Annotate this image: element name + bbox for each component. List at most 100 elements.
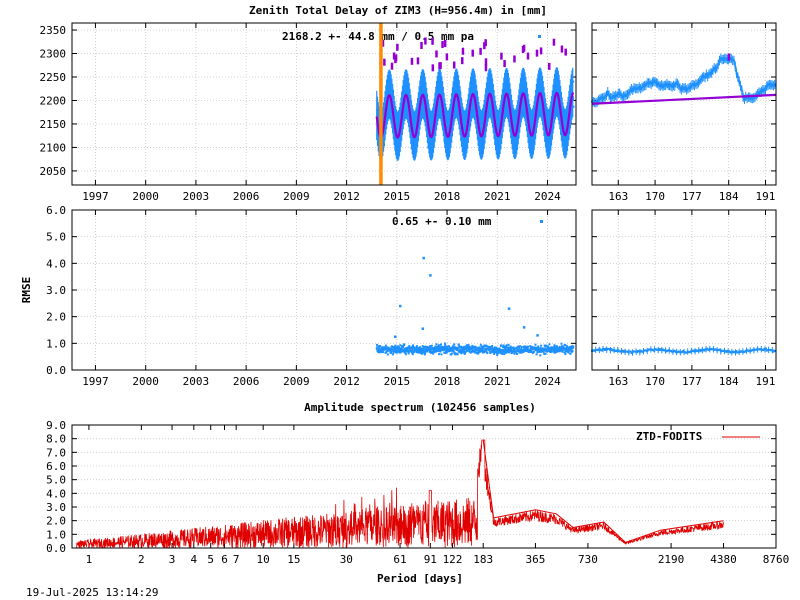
rmse-data-point (548, 343, 551, 346)
rmse-data-point (436, 350, 439, 353)
rmse-data-point (481, 347, 484, 350)
spectrum-ytick-label: 5.0 (46, 474, 66, 487)
rmse-data-point (503, 351, 506, 354)
rmse-data-point (399, 349, 402, 352)
rmse-data-point (483, 345, 486, 348)
rmse-data-point (438, 348, 441, 351)
ztd-outlier-mark (445, 53, 449, 61)
ztd-recent-xtick-label: 170 (645, 190, 665, 203)
rmse-data-point (519, 345, 522, 348)
rmse-data-point (565, 347, 568, 350)
rmse-data-point (391, 353, 394, 356)
rmse-data-point (484, 350, 487, 353)
rmse-data-point (563, 351, 566, 354)
rmse-data-point (563, 347, 566, 350)
rmse-data-point (536, 351, 539, 354)
rmse-data-point (401, 346, 404, 349)
rmse-data-point (390, 351, 393, 354)
ztd-outlier-mark (484, 64, 488, 72)
rmse-data-point (431, 348, 434, 351)
ztd-recent-data-point (700, 77, 703, 80)
ztd-recent-data-point (704, 75, 707, 78)
spectrum-ytick-label: 6.0 (46, 460, 66, 473)
rmse-data-point (489, 352, 492, 355)
rmse-data-point (433, 347, 436, 350)
rmse-data-point (538, 349, 541, 352)
rmse-data-point (456, 353, 459, 356)
rmse-data-point (411, 353, 414, 356)
ztd-ytick-label: 2100 (40, 141, 67, 154)
rmse-data-point (452, 346, 455, 349)
rmse-data-point (497, 347, 500, 350)
ztd-recent-data-point (728, 60, 731, 63)
rmse-data-point (475, 346, 478, 349)
rmse-data-point (414, 348, 417, 351)
rmse-data-point (429, 348, 432, 351)
ztd-xtick-label: 2009 (283, 190, 310, 203)
rmse-data-point (389, 349, 392, 352)
spectrum-plot-frame (71, 424, 777, 549)
spectrum-xtick-label: 1 (86, 553, 93, 566)
rmse-outlier-point (429, 274, 432, 277)
ztd-ytick-label: 2150 (40, 118, 67, 131)
ztd-outlier-mark (441, 40, 444, 48)
rmse-data-point (471, 348, 474, 351)
ztd-recent-data-point (697, 81, 700, 84)
ztd-outlier-mark (483, 42, 486, 50)
rmse-data-point (564, 353, 567, 356)
rmse-data-point (553, 350, 556, 353)
rmse-data-point (491, 351, 494, 354)
rmse-data-point (381, 346, 384, 349)
ztd-xtick-label: 2024 (534, 190, 561, 203)
rmse-data-point (392, 347, 395, 350)
rmse-data-point (401, 345, 404, 348)
rmse-recent-xtick-label: 191 (756, 375, 776, 388)
rmse-data-point (533, 346, 536, 349)
rmse-data-point (410, 351, 413, 354)
rmse-data-point (522, 349, 525, 352)
rmse-data-point (539, 350, 542, 353)
rmse-data-point (429, 346, 432, 349)
spectrum-long-period-line (482, 439, 724, 544)
rmse-data-point (485, 345, 488, 348)
rmse-data-point (532, 351, 535, 354)
rmse-data-point (381, 349, 384, 352)
rmse-data-point (467, 345, 470, 348)
rmse-data-point (572, 345, 575, 348)
spectrum-xlabel: Period [days] (377, 572, 463, 585)
ztd-xtick-label: 1997 (82, 190, 109, 203)
rmse-data-point (443, 342, 446, 345)
rmse-data-point (534, 349, 537, 352)
rmse-data-point (554, 346, 557, 349)
rmse-data-point (516, 353, 519, 356)
rmse-data-point (425, 348, 428, 351)
rmse-data-point (412, 346, 415, 349)
rmse-data-point (561, 350, 564, 353)
rmse-data-point (392, 351, 395, 354)
rmse-data-point (526, 350, 529, 353)
rmse-data-point (497, 351, 500, 354)
rmse-data-point (412, 351, 415, 354)
rmse-data-point (552, 348, 555, 351)
ztd-recent-data-point (720, 57, 723, 60)
rmse-data-point (470, 350, 473, 353)
rmse-data-point (433, 351, 436, 354)
rmse-data-point (503, 352, 506, 355)
rmse-data-point (509, 347, 512, 350)
rmse-data-point (404, 348, 407, 351)
rmse-data-point (430, 350, 433, 353)
rmse-outlier-point (422, 256, 425, 260)
rmse-outlier-point (536, 334, 539, 337)
rmse-data-point (384, 344, 387, 347)
ztd-recent-data-point (737, 77, 740, 80)
rmse-data-point (488, 345, 491, 348)
ztd-recent-data-point (628, 90, 631, 93)
ztd-recent-xtick-label: 184 (719, 190, 739, 203)
rmse-recent-data-point (652, 349, 655, 352)
rmse-data-point (543, 353, 546, 356)
rmse-data-point (408, 345, 411, 348)
rmse-data-point (540, 344, 543, 347)
rmse-data-point (429, 351, 432, 354)
rmse-data-point (554, 349, 557, 352)
ztd-outlier-mark (443, 40, 447, 48)
